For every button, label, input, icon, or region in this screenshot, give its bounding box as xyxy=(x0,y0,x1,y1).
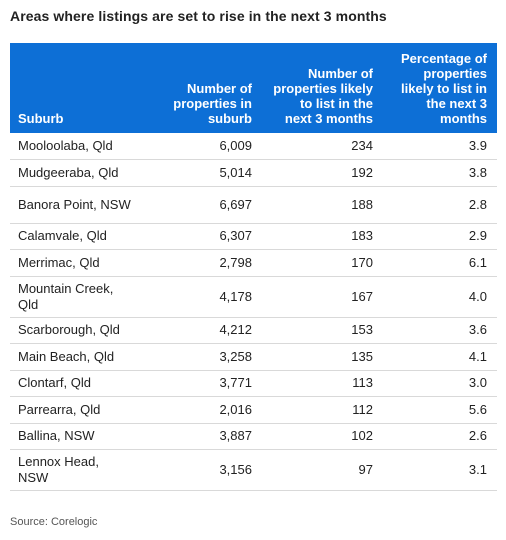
table-title: Areas where listings are set to rise in … xyxy=(10,8,387,24)
cell-percentage: 3.8 xyxy=(383,159,497,187)
cell-properties: 6,697 xyxy=(142,186,262,224)
cell-likely: 170 xyxy=(262,249,383,277)
cell-properties: 3,156 xyxy=(142,449,262,491)
cell-suburb: Ballina, NSW xyxy=(10,423,142,450)
cell-percentage: 2.9 xyxy=(383,223,497,250)
cell-percentage: 5.6 xyxy=(383,396,497,424)
cell-percentage: 4.1 xyxy=(383,343,497,371)
cell-properties: 3,887 xyxy=(142,423,262,450)
cell-percentage: 2.6 xyxy=(383,423,497,450)
table-row: Scarborough, Qld 4,212 153 3.6 xyxy=(10,317,497,344)
column-header-percentage: Percentage of properties likely to list … xyxy=(383,43,497,133)
cell-suburb: Calamvale, Qld xyxy=(10,223,142,250)
table-row: Mudgeeraba, Qld 5,014 192 3.8 xyxy=(10,159,497,187)
table-row: Clontarf, Qld 3,771 113 3.0 xyxy=(10,370,497,397)
table-row: Ballina, NSW 3,887 102 2.6 xyxy=(10,423,497,450)
cell-likely: 234 xyxy=(262,133,383,160)
cell-percentage: 3.9 xyxy=(383,133,497,160)
table-row: Merrimac, Qld 2,798 170 6.1 xyxy=(10,249,497,277)
column-header-properties: Number of properties in suburb xyxy=(142,43,262,133)
cell-properties: 5,014 xyxy=(142,159,262,187)
cell-likely: 192 xyxy=(262,159,383,187)
cell-properties: 2,016 xyxy=(142,396,262,424)
cell-likely: 167 xyxy=(262,276,383,318)
cell-likely: 97 xyxy=(262,449,383,491)
table-row: Banora Point, NSW 6,697 188 2.8 xyxy=(10,186,497,224)
cell-properties: 4,212 xyxy=(142,317,262,344)
cell-suburb: Merrimac, Qld xyxy=(10,249,142,277)
cell-suburb: Mountain Creek, Qld xyxy=(10,276,142,318)
table-body: Mooloolaba, Qld 6,009 234 3.9 Mudgeeraba… xyxy=(10,133,497,491)
cell-likely: 183 xyxy=(262,223,383,250)
cell-suburb: Parrearra, Qld xyxy=(10,396,142,424)
column-header-suburb: Suburb xyxy=(10,43,142,133)
cell-percentage: 3.1 xyxy=(383,449,497,491)
listings-table-container: Suburb Number of properties in suburb Nu… xyxy=(10,43,497,491)
cell-properties: 6,009 xyxy=(142,133,262,160)
cell-likely: 102 xyxy=(262,423,383,450)
cell-percentage: 2.8 xyxy=(383,186,497,224)
table-row: Parrearra, Qld 2,016 112 5.6 xyxy=(10,396,497,424)
table-header: Suburb Number of properties in suburb Nu… xyxy=(10,43,497,133)
cell-percentage: 6.1 xyxy=(383,249,497,277)
cell-percentage: 3.0 xyxy=(383,370,497,397)
listings-table: Suburb Number of properties in suburb Nu… xyxy=(10,43,497,491)
table-row: Mooloolaba, Qld 6,009 234 3.9 xyxy=(10,133,497,160)
header-row: Suburb Number of properties in suburb Nu… xyxy=(10,43,497,133)
table-row: Mountain Creek, Qld 4,178 167 4.0 xyxy=(10,276,497,318)
cell-likely: 112 xyxy=(262,396,383,424)
cell-properties: 4,178 xyxy=(142,276,262,318)
cell-suburb: Scarborough, Qld xyxy=(10,317,142,344)
cell-likely: 113 xyxy=(262,370,383,397)
cell-suburb: Main Beach, Qld xyxy=(10,343,142,371)
cell-likely: 135 xyxy=(262,343,383,371)
cell-properties: 3,258 xyxy=(142,343,262,371)
cell-properties: 3,771 xyxy=(142,370,262,397)
cell-likely: 153 xyxy=(262,317,383,344)
cell-suburb: Banora Point, NSW xyxy=(10,186,142,224)
cell-percentage: 3.6 xyxy=(383,317,497,344)
cell-suburb: Mudgeeraba, Qld xyxy=(10,159,142,187)
table-row: Main Beach, Qld 3,258 135 4.1 xyxy=(10,343,497,371)
source-note: Source: Corelogic xyxy=(10,516,98,528)
cell-suburb: Mooloolaba, Qld xyxy=(10,133,142,160)
cell-suburb: Lennox Head, NSW xyxy=(10,449,142,491)
cell-properties: 2,798 xyxy=(142,249,262,277)
column-header-likely-to-list: Number of properties likely to list in t… xyxy=(262,43,383,133)
table-row: Calamvale, Qld 6,307 183 2.9 xyxy=(10,223,497,250)
cell-properties: 6,307 xyxy=(142,223,262,250)
cell-likely: 188 xyxy=(262,186,383,224)
cell-suburb: Clontarf, Qld xyxy=(10,370,142,397)
table-row: Lennox Head, NSW 3,156 97 3.1 xyxy=(10,449,497,491)
cell-percentage: 4.0 xyxy=(383,276,497,318)
